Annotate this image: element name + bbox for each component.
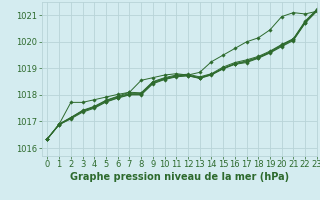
X-axis label: Graphe pression niveau de la mer (hPa): Graphe pression niveau de la mer (hPa) xyxy=(70,172,289,182)
